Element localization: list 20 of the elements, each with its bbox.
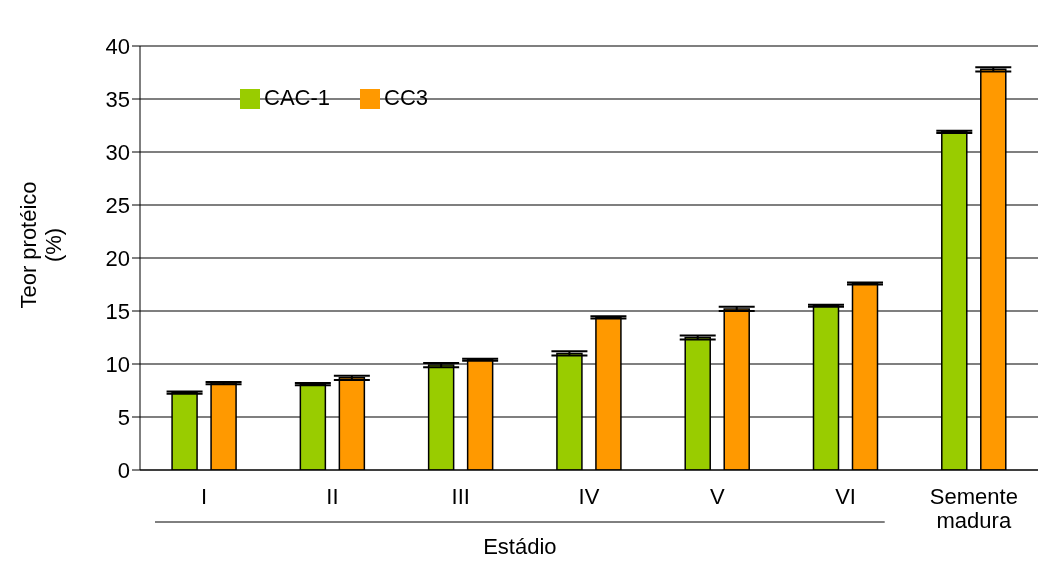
x-tick-label: V: [709, 483, 725, 509]
x-tick-label: VI: [835, 483, 856, 509]
y-tick-label: 5: [117, 404, 130, 430]
y-tick-label: 40: [105, 33, 130, 59]
x-axis-title: Estádio: [483, 534, 557, 559]
x-tick-label: Semente madura: [929, 483, 1018, 533]
y-tick-label: 0: [117, 457, 130, 483]
legend-label: CAC-1: [264, 85, 331, 110]
x-tick-label: IV: [578, 483, 600, 509]
y-tick-label: 35: [105, 86, 130, 112]
y-tick-label: 20: [105, 245, 130, 271]
x-tick-label: III: [451, 483, 470, 509]
x-tick-label: II: [326, 483, 339, 509]
y-tick-label: 25: [105, 192, 130, 218]
y-axis-title: Teor protéico (%): [15, 181, 66, 309]
legend-label: CC3: [384, 85, 429, 110]
x-tick-label: I: [201, 483, 208, 509]
y-tick-label: 10: [105, 351, 130, 377]
y-tick-label: 15: [105, 298, 130, 324]
y-tick-label: 30: [105, 139, 130, 165]
